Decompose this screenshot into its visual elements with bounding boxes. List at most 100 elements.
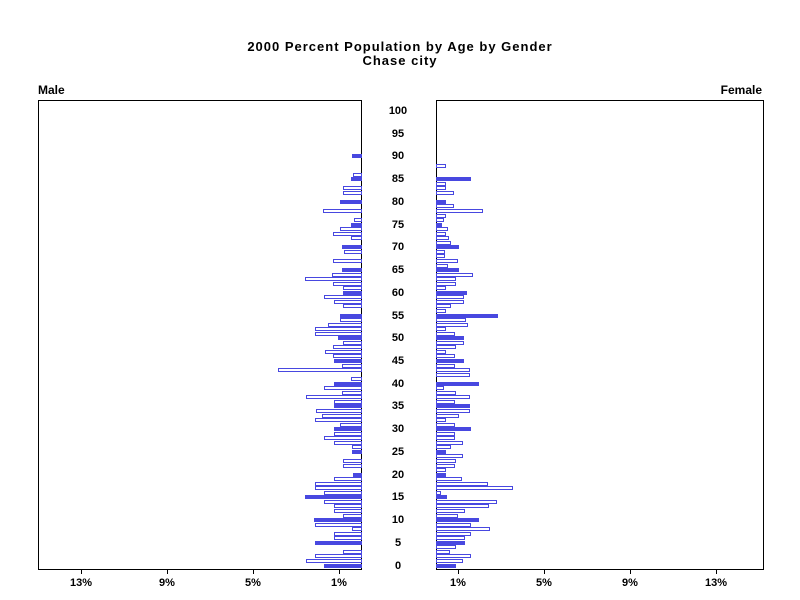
bar-female-age-31 — [436, 423, 455, 427]
chart-subtitle: Chase city — [362, 53, 438, 68]
left-13pct-label: 13% — [69, 577, 93, 589]
bar-female-age-37 — [436, 395, 470, 399]
bar-female-age-29 — [436, 432, 455, 436]
bar-female-age-74 — [436, 227, 448, 231]
bar-female-age-57 — [436, 304, 451, 308]
bar-female-age-73 — [436, 232, 446, 236]
bar-male-age-49 — [343, 341, 362, 345]
age-tick-label-35: 35 — [391, 400, 405, 412]
left-9pct-label: 9% — [159, 577, 175, 589]
bar-female-age-55 — [436, 314, 498, 318]
bar-female-age-65 — [436, 268, 459, 272]
bar-male-age-72 — [351, 236, 362, 240]
bar-male-age-18 — [315, 482, 362, 486]
age-tick-label-10: 10 — [391, 514, 405, 526]
bar-female-age-64 — [436, 273, 473, 277]
bar-female-age-9 — [436, 523, 471, 527]
bar-male-age-75 — [351, 223, 362, 227]
right-9pct-tick — [630, 569, 631, 574]
bar-male-age-57 — [343, 304, 362, 308]
bar-male-age-58 — [334, 300, 362, 304]
bar-female-age-69 — [436, 250, 445, 254]
bar-male-age-11 — [343, 514, 362, 518]
age-tick-label-70: 70 — [391, 241, 405, 253]
bar-female-age-36 — [436, 400, 455, 404]
age-tick-label-30: 30 — [391, 423, 405, 435]
age-tick-label-60: 60 — [391, 287, 405, 299]
bar-female-age-88 — [436, 164, 446, 168]
bar-female-age-18 — [436, 482, 488, 486]
bar-male-age-70 — [342, 245, 362, 249]
bar-male-age-19 — [334, 477, 362, 481]
age-tick-label-50: 50 — [391, 332, 405, 344]
bar-female-age-71 — [436, 241, 451, 245]
bar-male-age-28 — [324, 436, 362, 440]
bar-female-age-16 — [436, 491, 441, 495]
age-tick-label-25: 25 — [391, 446, 405, 458]
bar-female-age-7 — [436, 532, 471, 536]
age-tick-label-55: 55 — [391, 310, 405, 322]
bar-female-age-4 — [436, 545, 456, 549]
bar-female-age-77 — [436, 214, 446, 218]
bar-male-age-46 — [333, 354, 362, 358]
bar-male-age-5 — [315, 541, 362, 545]
bar-female-age-2 — [436, 554, 471, 558]
male-panel — [38, 100, 362, 570]
bar-male-age-23 — [343, 459, 362, 463]
bar-male-age-69 — [344, 250, 362, 254]
bar-male-age-54 — [340, 318, 362, 322]
bar-male-age-14 — [324, 500, 362, 504]
bar-male-age-30 — [334, 427, 362, 431]
age-tick-label-75: 75 — [391, 219, 405, 231]
bar-female-age-1 — [436, 559, 463, 563]
bar-male-age-16 — [324, 491, 362, 495]
bar-female-age-34 — [436, 409, 470, 413]
bar-female-age-42 — [436, 373, 470, 377]
bar-male-age-83 — [343, 186, 362, 190]
bar-female-age-75 — [436, 223, 442, 227]
bar-female-age-40 — [436, 382, 479, 386]
age-tick-label-95: 95 — [391, 128, 405, 140]
left-1pct-label: 1% — [331, 577, 347, 589]
bar-male-age-29 — [334, 432, 362, 436]
age-tick-label-45: 45 — [391, 355, 405, 367]
right-5pct-label: 5% — [536, 577, 552, 589]
bar-male-age-45 — [334, 359, 362, 363]
bar-female-age-30 — [436, 427, 471, 431]
bar-male-age-44 — [342, 364, 362, 368]
bar-male-age-27 — [334, 441, 362, 445]
bar-female-age-58 — [436, 300, 464, 304]
right-9pct-label: 9% — [622, 577, 638, 589]
bar-female-age-10 — [436, 518, 479, 522]
age-tick-label-0: 0 — [394, 560, 402, 572]
chart-title-block: 2000 Percent Population by Age by Gender… — [0, 40, 800, 68]
bar-male-age-38 — [342, 391, 362, 395]
bar-female-age-20 — [436, 473, 446, 477]
bar-female-age-66 — [436, 264, 448, 268]
bar-female-age-70 — [436, 245, 459, 249]
bar-female-age-11 — [436, 514, 458, 518]
bar-male-age-82 — [343, 191, 362, 195]
age-tick-label-100: 100 — [388, 105, 408, 117]
bar-male-age-34 — [316, 409, 362, 413]
bar-male-age-85 — [351, 177, 362, 181]
right-1pct-tick — [458, 569, 459, 574]
bar-female-age-49 — [436, 341, 464, 345]
bar-male-age-6 — [334, 536, 362, 540]
bar-female-age-78 — [436, 209, 483, 213]
bar-male-age-39 — [324, 386, 362, 390]
bar-male-age-86 — [353, 173, 362, 177]
male-panel-label: Male — [38, 83, 65, 97]
bar-female-age-12 — [436, 509, 465, 513]
bar-female-age-33 — [436, 414, 459, 418]
bar-male-age-26 — [352, 445, 362, 449]
bar-female-age-68 — [436, 254, 445, 258]
bar-female-age-27 — [436, 441, 463, 445]
bar-male-age-60 — [343, 291, 362, 295]
right-1pct-label: 1% — [450, 577, 466, 589]
bar-female-age-84 — [436, 182, 446, 186]
bar-male-age-3 — [343, 550, 362, 554]
bar-female-age-47 — [436, 350, 446, 354]
bar-male-age-8 — [352, 527, 362, 531]
bar-male-age-62 — [333, 282, 362, 286]
